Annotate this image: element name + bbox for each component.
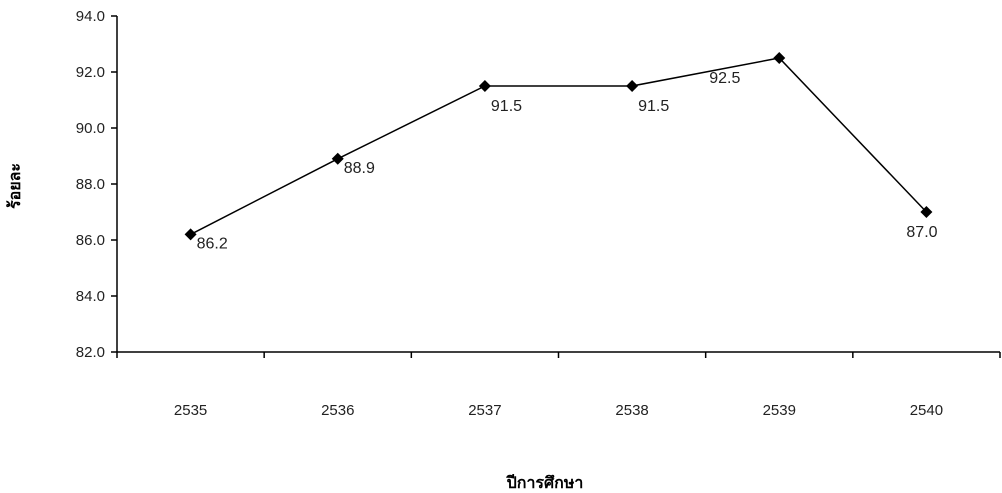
y-tick-label: 84.0 xyxy=(76,288,105,305)
data-label: 92.5 xyxy=(709,70,740,87)
data-point-marker xyxy=(626,80,639,92)
x-ticks: 2535 2536 2537 2538 2539 2540 xyxy=(116,352,1001,419)
series xyxy=(184,52,933,241)
x-axis-title: ปีการศึกษา xyxy=(505,473,583,492)
data-label: 91.5 xyxy=(491,98,522,115)
x-tick-label: 2536 xyxy=(321,402,354,419)
y-tick-label: 86.0 xyxy=(76,232,105,249)
y-ticks: 82.0 84.0 86.0 88.0 90.0 92.0 94.0 xyxy=(76,8,117,361)
y-axis-title: ร้อยละ xyxy=(6,163,24,209)
axes xyxy=(116,16,1000,353)
x-tick-label: 2535 xyxy=(174,402,207,419)
y-tick-label: 88.0 xyxy=(76,176,105,193)
series-line xyxy=(190,57,927,236)
y-tick-label: 90.0 xyxy=(76,120,105,137)
y-tick-label: 82.0 xyxy=(76,344,105,361)
x-tick-label: 2537 xyxy=(468,402,501,419)
x-tick-label: 2539 xyxy=(763,402,796,419)
y-tick-label: 92.0 xyxy=(76,64,105,81)
data-point-marker xyxy=(184,228,197,241)
y-tick-label: 94.0 xyxy=(76,8,105,25)
x-tick-label: 2540 xyxy=(910,402,943,419)
data-point-marker xyxy=(920,206,933,218)
data-label: 87.0 xyxy=(906,224,937,241)
data-label: 91.5 xyxy=(638,98,669,115)
data-point-marker xyxy=(773,52,786,64)
data-labels: 86.2 88.9 91.5 91.5 92.5 87.0 xyxy=(197,70,938,252)
data-label: 88.9 xyxy=(344,160,375,177)
data-label: 86.2 xyxy=(197,235,228,252)
data-point-marker xyxy=(331,152,344,165)
data-point-marker xyxy=(478,80,491,92)
x-tick-label: 2538 xyxy=(615,402,648,419)
